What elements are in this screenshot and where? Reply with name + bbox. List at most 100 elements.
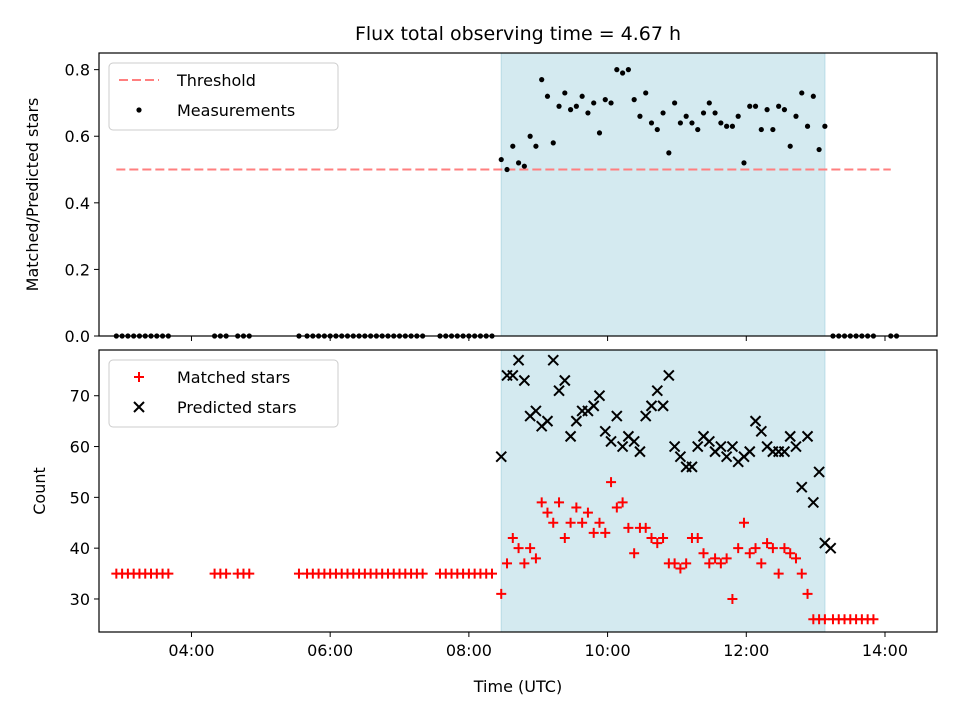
- measurement-point: [510, 143, 516, 149]
- measurement-point: [625, 67, 631, 73]
- measurement-point: [764, 107, 770, 113]
- matched-star-point: [565, 517, 576, 528]
- matched-star-point: [658, 533, 669, 543]
- legend: Threshold Measurements: [108, 62, 339, 131]
- matched-star-point: [486, 568, 497, 579]
- measurement-point: [666, 150, 672, 156]
- predicted-star-point: [588, 400, 600, 412]
- measurement-point: [672, 100, 678, 106]
- matched-star-point: [571, 502, 582, 513]
- y-tick-label: 70: [70, 387, 90, 406]
- matched-star-point: [646, 533, 657, 543]
- matched-star-point: [525, 543, 536, 554]
- matched-star-point: [606, 477, 617, 488]
- matched-star-point: [536, 497, 547, 508]
- predicted-star-point: [668, 440, 681, 453]
- predicted-star-point: [518, 374, 531, 387]
- bottom-panel: 04:00 06:00 08:00 10:00 12:00 14:00 30 40 50 60 70…: [30, 349, 938, 660]
- measurement-point: [631, 97, 637, 103]
- matched-star-point: [611, 502, 622, 513]
- x-tick-label: 10:00: [585, 641, 631, 660]
- legend-label: Predicted stars: [177, 398, 297, 417]
- plot-frame: [98, 52, 938, 337]
- predicted-star-point: [547, 354, 559, 366]
- matched-star-point: [417, 568, 428, 579]
- legend-label: Threshold: [176, 71, 256, 90]
- matched-star-point: [675, 563, 686, 574]
- matched-star-point: [698, 548, 709, 559]
- observing-span: [500, 52, 826, 337]
- predicted-star-point: [495, 450, 507, 463]
- y-tick-label: 60: [70, 438, 90, 457]
- matched-star-point: [715, 558, 726, 569]
- predicted-star-point: [824, 542, 837, 554]
- measurement-point: [573, 103, 579, 109]
- matched-star-point: [710, 553, 721, 564]
- measurement-point: [614, 67, 620, 73]
- measurement-point: [596, 130, 603, 136]
- measurement-point: [620, 70, 626, 76]
- matched-star-point: [594, 517, 605, 528]
- predicted-star-point: [807, 496, 820, 509]
- x-axis-label: Time (UTC): [473, 677, 562, 696]
- measurement-point: [521, 163, 527, 169]
- matched-star-point: [588, 527, 599, 538]
- predicted-star-point: [813, 466, 825, 478]
- predicted-star-point: [564, 430, 577, 443]
- predicted-star-point: [599, 425, 611, 438]
- matched-star-point: [513, 543, 524, 554]
- matched-star-point: [756, 558, 767, 569]
- predicted-star-point: [570, 415, 583, 427]
- measurement-point: [556, 103, 562, 109]
- measurement-point: [660, 110, 666, 116]
- observing-span: [500, 349, 826, 633]
- matched-star-point: [733, 543, 744, 554]
- measurement-point: [591, 100, 597, 106]
- matched-star-point: [750, 543, 761, 554]
- matched-star-point: [623, 522, 634, 533]
- measurement-point: [637, 113, 643, 119]
- predicted-star-point: [755, 425, 768, 438]
- matched-star-point: [744, 548, 755, 559]
- measurement-point: [770, 126, 776, 133]
- predicted-star-point: [611, 410, 623, 422]
- measurement-point: [544, 93, 551, 99]
- measurement-point: [515, 160, 522, 166]
- matched-star-point: [582, 507, 593, 518]
- matched-star-point: [802, 588, 813, 599]
- matched-star-point: [629, 548, 640, 559]
- measurement-point: [793, 113, 799, 119]
- y-tick-label: 40: [70, 539, 90, 558]
- legend: Matched stars Predicted stars: [108, 359, 339, 428]
- predicted-star-point: [784, 430, 796, 443]
- y-tick-label: 0.4: [65, 194, 90, 213]
- x-tick-label: 14:00: [862, 641, 908, 660]
- measurement-point: [712, 110, 718, 116]
- predicted-star-point: [593, 390, 606, 402]
- matched-star-point: [548, 517, 559, 528]
- measurement-point: [527, 133, 533, 139]
- measurement-point: [735, 113, 741, 119]
- predicted-star-point: [726, 440, 739, 453]
- measurement-point: [533, 143, 539, 149]
- measurement-point: [700, 110, 707, 116]
- predicted-star-point: [796, 481, 808, 493]
- measurement-point: [585, 110, 591, 116]
- chart-title: Flux total observing time = 4.67 h: [355, 23, 681, 45]
- measurement-point: [776, 103, 782, 109]
- predicted-star-point: [541, 415, 554, 427]
- matched-star-point: [868, 614, 879, 625]
- predicted-star-point: [651, 384, 663, 397]
- measurement-point: [608, 100, 614, 106]
- matched-star-point: [704, 558, 715, 569]
- x-tick-label: 08:00: [446, 641, 492, 660]
- predicted-star-point: [692, 440, 704, 453]
- measurement-point: [683, 113, 689, 119]
- matched-star-point: [652, 538, 663, 549]
- measurement-point: [562, 90, 568, 96]
- measurement-point: [643, 90, 649, 96]
- predicted-star-point: [605, 435, 617, 448]
- predicted-star-point: [790, 440, 802, 453]
- matched-star-point: [530, 553, 541, 564]
